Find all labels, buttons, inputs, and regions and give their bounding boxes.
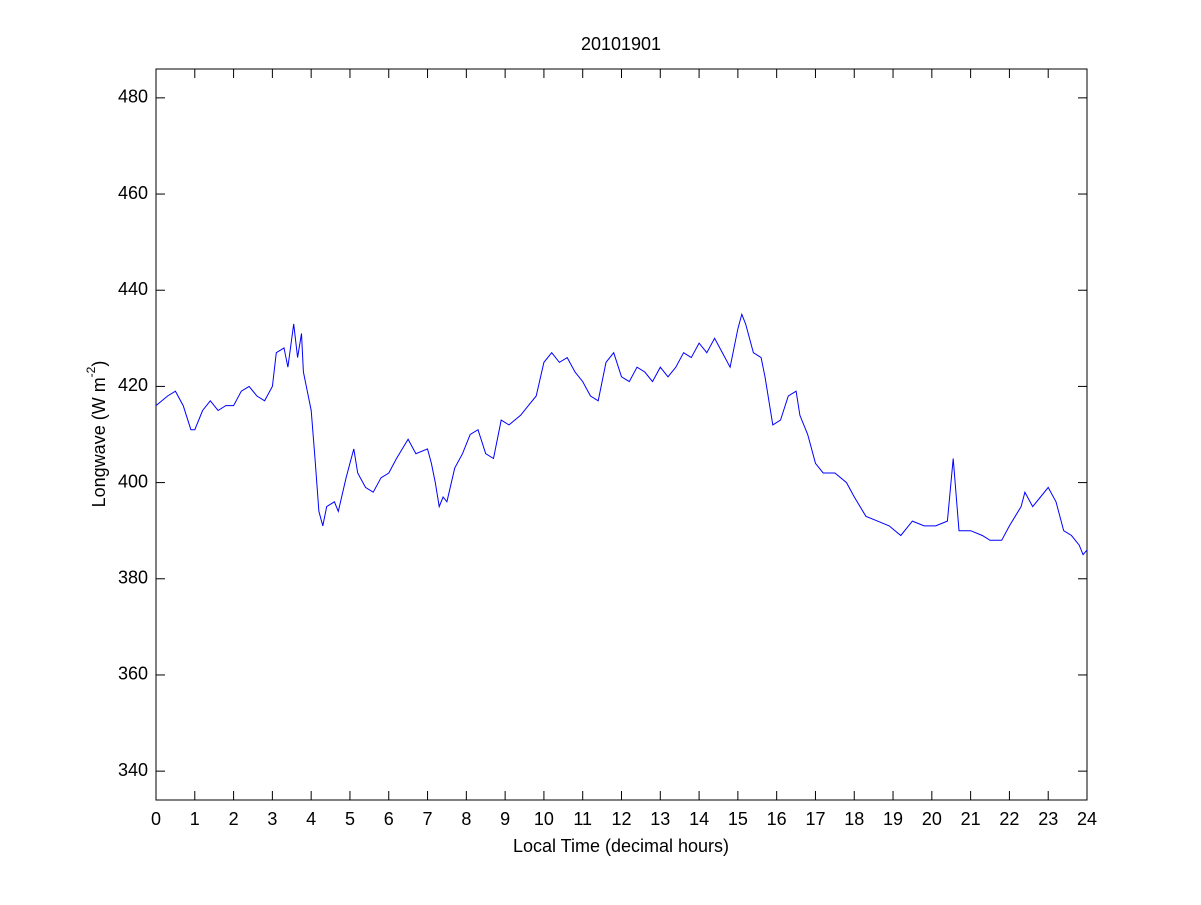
- data-line: [155, 312, 1088, 556]
- x-tick-label: 23: [1038, 809, 1058, 829]
- x-tick-label: 4: [306, 809, 316, 829]
- x-tick-label: 14: [689, 809, 709, 829]
- x-tick-label: 5: [345, 809, 355, 829]
- x-tick-label: 8: [461, 809, 471, 829]
- x-tick-label: 11: [573, 809, 592, 829]
- x-tick-label: 24: [1077, 809, 1097, 829]
- x-tick-label: 15: [728, 809, 748, 829]
- x-tick-label: 20: [922, 809, 942, 829]
- y-tick-label: 460: [118, 183, 148, 203]
- x-tick-label: 10: [534, 809, 554, 829]
- x-axis-label: Local Time (decimal hours): [513, 836, 729, 856]
- y-axis-label: Longwave (W m-2): [84, 361, 109, 508]
- y-label-text: Longwave (W m: [89, 377, 109, 507]
- y-tick-label: 380: [118, 568, 148, 588]
- x-tick-label: 2: [229, 809, 239, 829]
- x-tick-label: 21: [961, 809, 981, 829]
- x-tick-label: 0: [151, 809, 161, 829]
- y-tick-label: 400: [118, 471, 148, 491]
- chart-title: 20101901: [581, 34, 661, 54]
- x-tick-label: 18: [844, 809, 864, 829]
- x-tick-label: 19: [883, 809, 903, 829]
- x-tick-label: 9: [500, 809, 510, 829]
- y-label-suffix: ): [89, 361, 109, 367]
- plot-area: [155, 68, 1088, 801]
- x-tick-label: 3: [267, 809, 277, 829]
- y-tick-label: 480: [118, 87, 148, 107]
- x-tick-label: 16: [767, 809, 787, 829]
- x-tick-label: 7: [423, 809, 433, 829]
- x-tick-label: 17: [805, 809, 825, 829]
- y-tick-label: 360: [118, 664, 148, 684]
- y-label-sup: -2: [84, 366, 98, 377]
- y-tick-label: 420: [118, 375, 148, 395]
- y-tick-label: 440: [118, 279, 148, 299]
- x-tick-label: 13: [650, 809, 670, 829]
- x-tick-label: 6: [384, 809, 394, 829]
- x-tick-label: 1: [190, 809, 200, 829]
- x-tick-label: 22: [999, 809, 1019, 829]
- y-tick-label: 340: [118, 760, 148, 780]
- x-tick-label: 12: [611, 809, 631, 829]
